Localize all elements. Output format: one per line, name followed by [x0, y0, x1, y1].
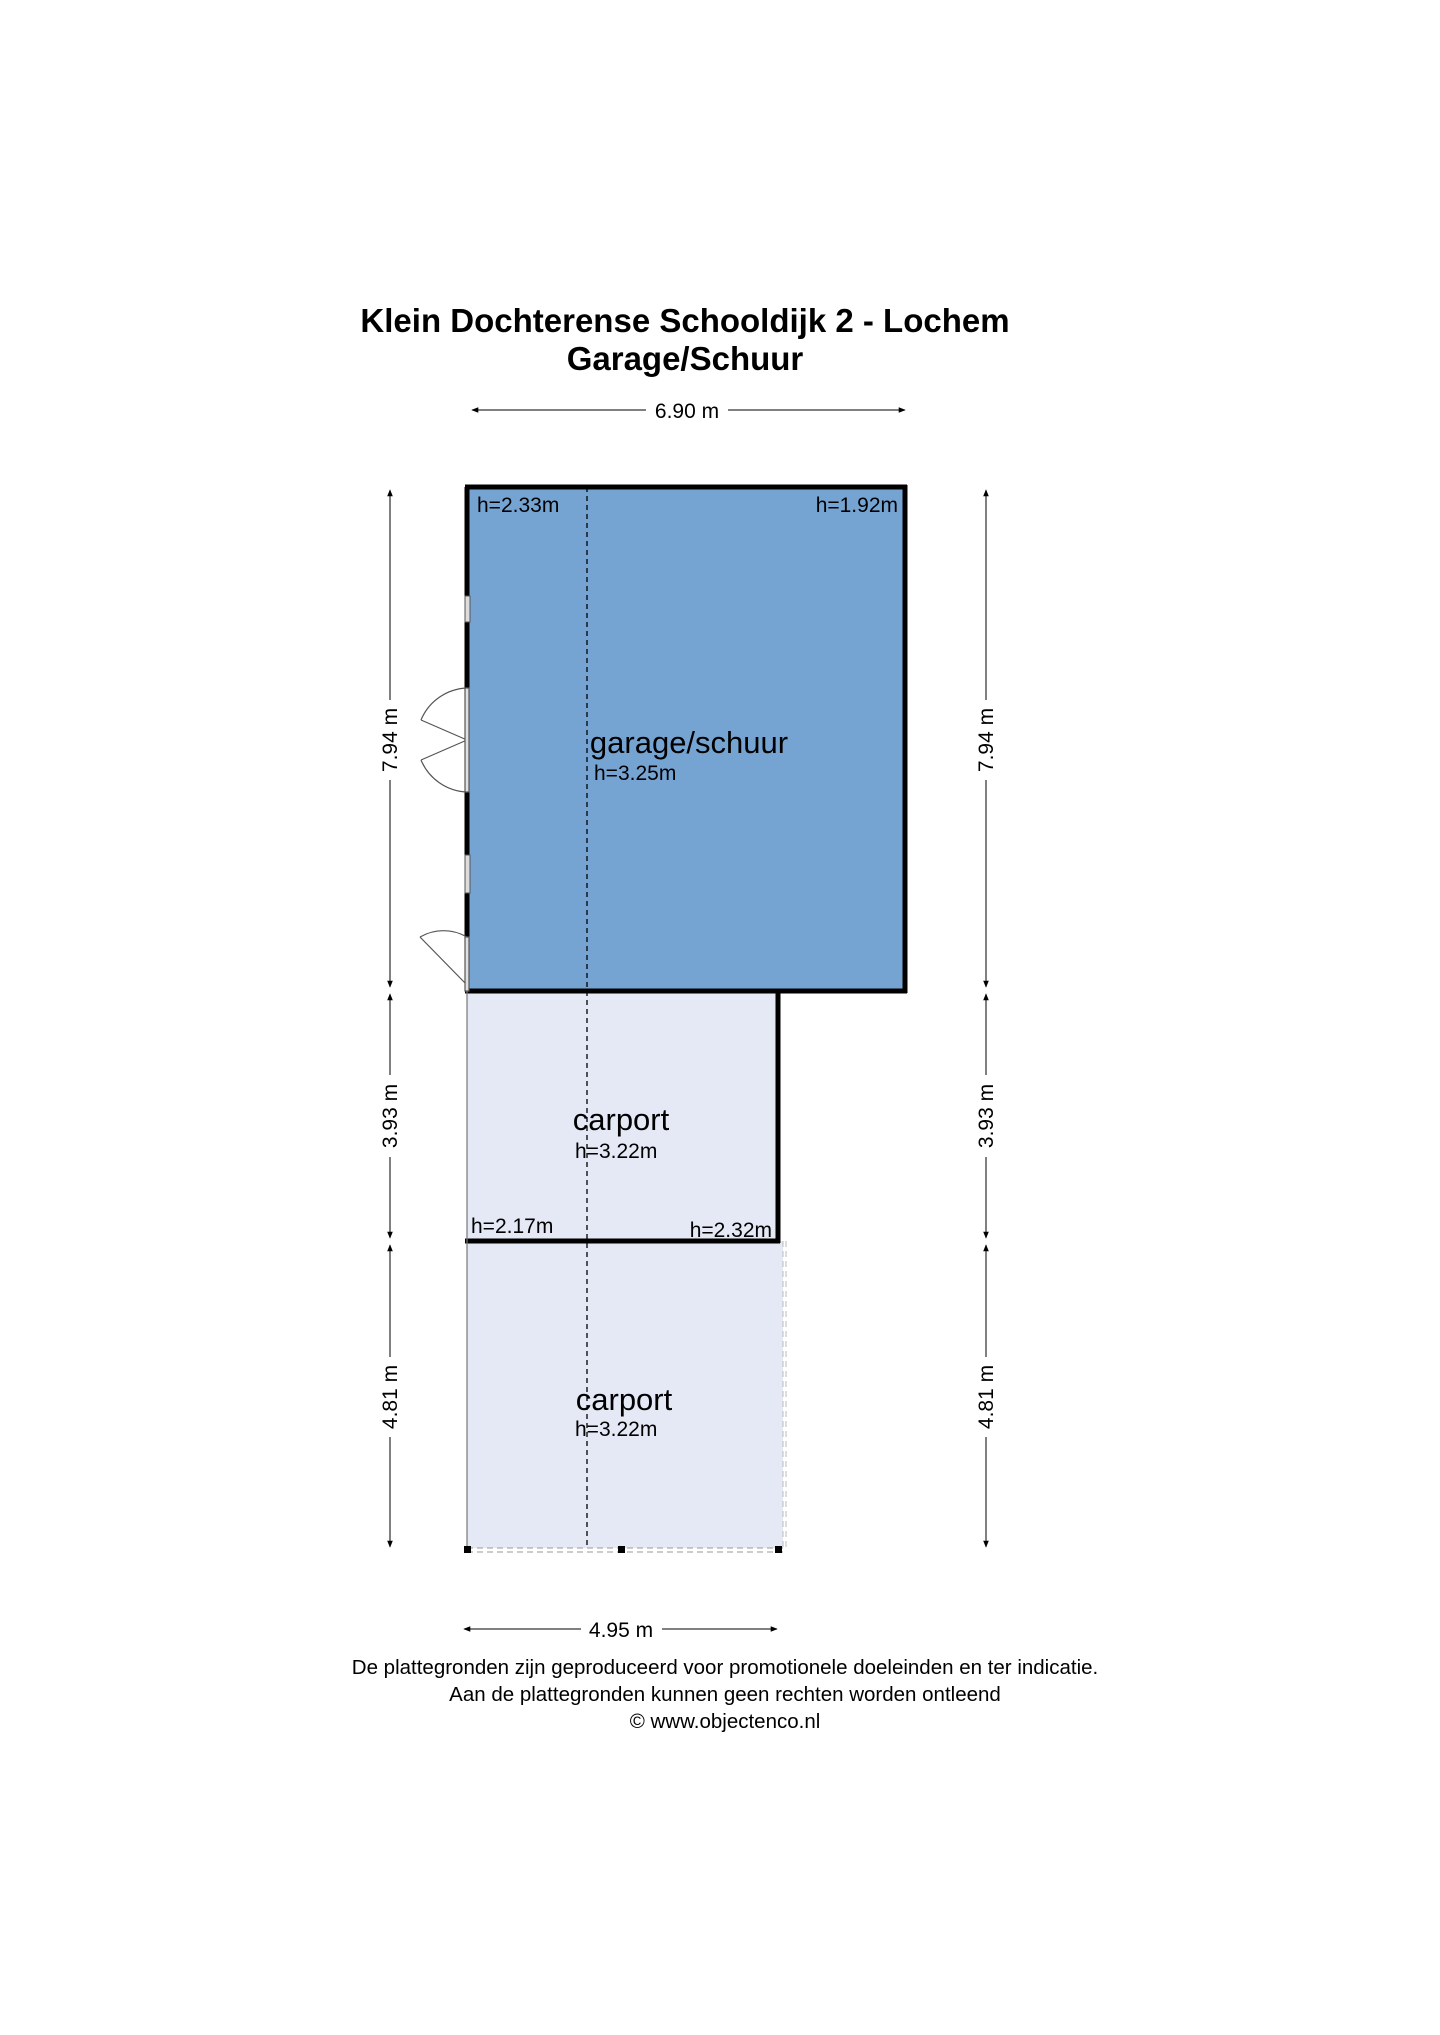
carport-1-walls: [465, 991, 781, 1244]
garage-area: [467, 487, 905, 991]
double-door: [420, 687, 470, 793]
copyright-link[interactable]: © www.objectenco.nl: [629, 1710, 821, 1733]
carport-1-corner-height-right: h=2.32m: [690, 1219, 772, 1242]
dim-left-carport-2: 4.81 m: [379, 1365, 402, 1429]
carport-1-corner-height-left: h=2.17m: [471, 1215, 553, 1238]
side-door: [419, 930, 470, 992]
disclaimer: De plattegronden zijn geproduceerd voor …: [0, 1654, 1440, 1735]
carport-2-height: h=3.22m: [575, 1418, 657, 1441]
dim-right-carport-1: 3.93 m: [975, 1084, 998, 1148]
carport-2-name: carport: [576, 1382, 673, 1417]
plan-title: Klein Dochterense Schooldijk 2 - Lochem: [360, 302, 1010, 339]
dim-left-garage: 7.94 m: [379, 708, 402, 772]
garage-corner-height-left: h=2.33m: [477, 494, 559, 517]
carport-2-area: [467, 1241, 783, 1548]
carport-2-edges: [464, 1241, 787, 1553]
garage-height: h=3.25m: [594, 762, 676, 785]
garage-windows: [464, 595, 471, 894]
disclaimer-line-1: De plattegronden zijn geproduceerd voor …: [351, 1656, 1099, 1679]
plan-subtitle: Garage/Schuur: [566, 340, 804, 377]
dim-left-carport-1: 3.93 m: [379, 1084, 402, 1148]
dim-top-width: 6.90 m: [655, 400, 719, 423]
dim-right-garage: 7.94 m: [975, 708, 998, 772]
garage-name: garage/schuur: [590, 725, 788, 760]
carport-1-area: [467, 991, 778, 1241]
disclaimer-line-2: Aan de plattegronden kunnen geen rechten…: [449, 1683, 1001, 1706]
garage-corner-height-right: h=1.92m: [816, 494, 898, 517]
carport-1-name: carport: [573, 1102, 670, 1137]
carport-1-height: h=3.22m: [575, 1140, 657, 1163]
dim-right-carport-2: 4.81 m: [975, 1365, 998, 1429]
dim-bottom-width: 4.95 m: [589, 1619, 653, 1642]
garage-walls: [464, 484, 908, 994]
dimension-lines: [387, 407, 989, 1632]
